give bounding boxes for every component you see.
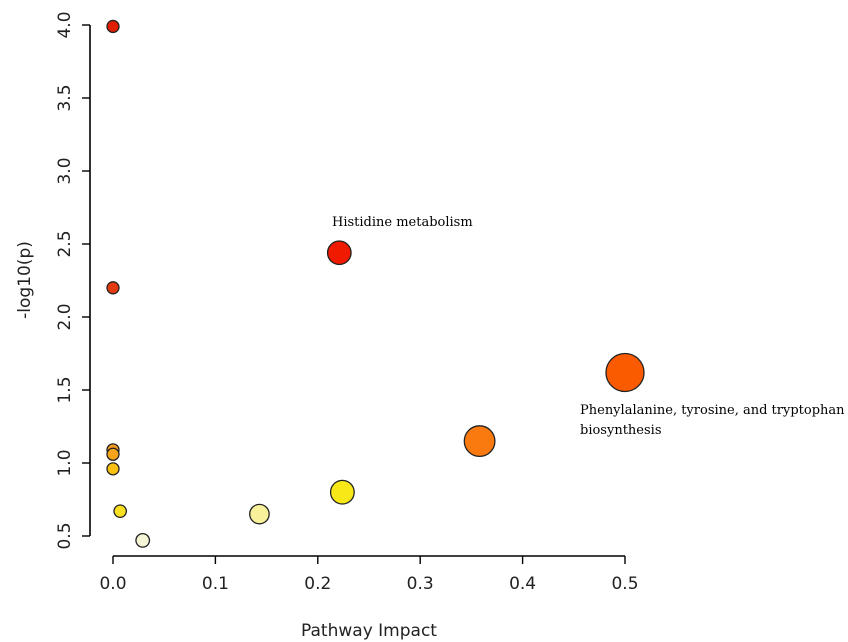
data-point xyxy=(113,504,128,519)
data-point xyxy=(106,462,120,476)
annotations: Histidine metabolism Phenylalanine, tyro… xyxy=(332,215,845,438)
data-points xyxy=(106,19,645,548)
data-point xyxy=(135,532,151,548)
y-tick-label: 3.5 xyxy=(55,84,75,111)
x-axis: 0.0 0.1 0.2 0.3 0.4 0.5 xyxy=(99,555,639,594)
y-axis: 0.5 1.0 1.5 2.0 2.5 3.0 3.5 4.0 xyxy=(55,11,91,550)
data-point xyxy=(463,425,496,458)
data-point xyxy=(326,240,352,266)
data-point xyxy=(605,352,645,393)
x-tick-label: 0.1 xyxy=(202,574,229,594)
x-axis-title: Pathway Impact xyxy=(301,621,437,641)
data-point xyxy=(329,479,355,505)
y-tick-label: 1.0 xyxy=(55,449,75,476)
y-tick-label: 3.0 xyxy=(55,157,75,184)
x-tick-label: 0.2 xyxy=(304,574,331,594)
x-tick-label: 0.4 xyxy=(509,574,536,594)
y-tick-label: 4.0 xyxy=(55,11,75,38)
y-tick-label: 2.0 xyxy=(55,303,75,330)
y-axis-title: -log10(p) xyxy=(15,241,35,319)
y-tick-label: 2.5 xyxy=(55,230,75,257)
data-point xyxy=(249,503,270,525)
annotation-histidine: Histidine metabolism xyxy=(332,215,473,230)
data-point xyxy=(106,447,120,461)
x-tick-label: 0.0 xyxy=(99,574,126,594)
data-point xyxy=(106,19,120,34)
annotation-biosynthesis: biosynthesis xyxy=(580,423,662,438)
annotation-phenylalanine: Phenylalanine, tyrosine, and tryptophan xyxy=(580,403,845,418)
y-tick-label: 1.5 xyxy=(55,376,75,403)
data-point xyxy=(106,281,120,295)
x-tick-label: 0.5 xyxy=(611,574,638,594)
x-tick-label: 0.3 xyxy=(407,574,434,594)
y-tick-label: 0.5 xyxy=(55,522,75,549)
